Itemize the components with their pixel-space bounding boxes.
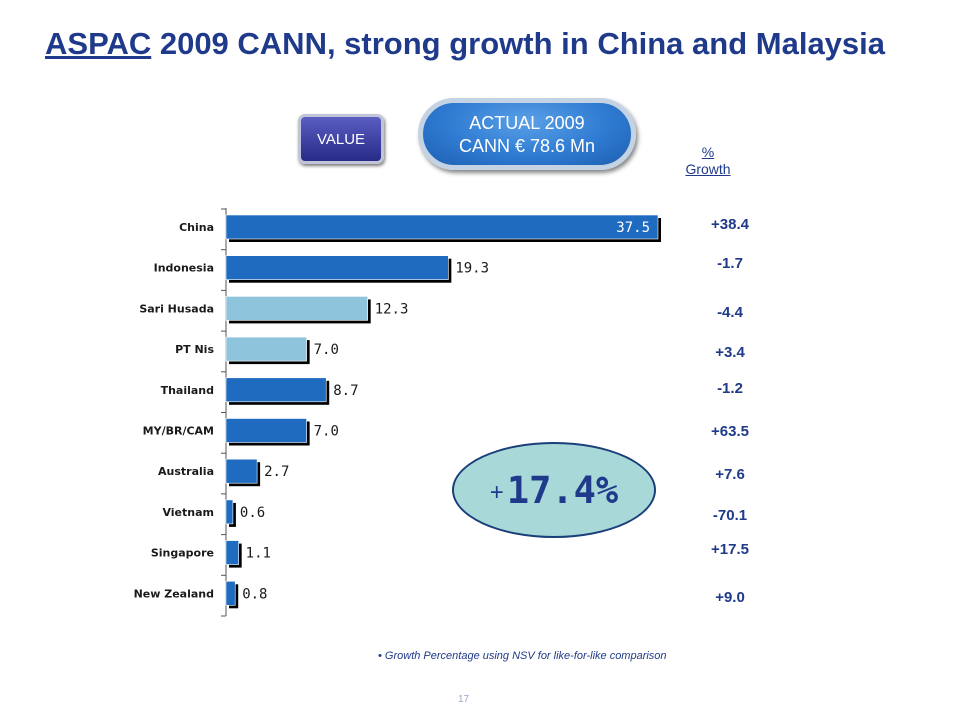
title-underlined: ASPAC <box>45 26 152 61</box>
total-growth-bubble: +17.4% <box>452 442 656 538</box>
actual-pill-line1: ACTUAL 2009 <box>469 113 585 133</box>
bar <box>225 336 307 362</box>
actual-pill-line2: CANN € 78.6 Mn <box>458 136 596 156</box>
bar <box>225 214 659 240</box>
total-growth-sign: + <box>489 478 504 506</box>
category-label: China <box>179 221 214 234</box>
value-label: 8.7 <box>333 383 358 399</box>
actual-cann-pill: ACTUAL 2009 CANN € 78.6 Mn <box>418 98 636 170</box>
growth-label: +17.5 <box>711 541 749 558</box>
growth-label: -4.4 <box>717 304 743 321</box>
growth-label: +63.5 <box>711 423 749 440</box>
category-label: Indonesia <box>154 262 214 275</box>
bar <box>225 580 236 606</box>
title-rest: 2009 CANN, strong growth in China and Ma… <box>151 26 886 61</box>
bar <box>225 418 307 443</box>
category-label: Australia <box>158 465 214 478</box>
value-label: 7.0 <box>314 424 339 440</box>
value-label: 0.6 <box>240 505 265 521</box>
page-title: ASPAC 2009 CANN, strong growth in China … <box>45 26 885 62</box>
bar <box>225 377 327 403</box>
growth-label: +38.4 <box>711 216 749 233</box>
growth-header-label: Growth <box>685 161 731 177</box>
bar <box>225 458 258 484</box>
growth-label: -1.7 <box>717 255 743 272</box>
bar <box>225 296 368 321</box>
value-label: 19.3 <box>455 261 489 277</box>
growth-header-symbol: % <box>701 144 715 160</box>
footnote: • Growth Percentage using NSV for like-f… <box>378 650 667 662</box>
category-label: New Zealand <box>134 587 214 600</box>
category-label: Sari Husada <box>139 302 214 315</box>
bar <box>225 540 239 565</box>
value-button[interactable]: VALUE <box>298 114 384 164</box>
growth-header: % Growth <box>668 144 748 178</box>
value-label: 12.3 <box>375 301 409 317</box>
bar <box>225 499 234 525</box>
value-label: 2.7 <box>264 464 289 480</box>
category-label: Singapore <box>151 547 214 560</box>
bar <box>225 255 449 280</box>
category-label: MY/BR/CAM <box>143 425 214 438</box>
value-label: 7.0 <box>314 342 339 358</box>
value-label: 1.1 <box>246 546 271 562</box>
growth-label: -70.1 <box>712 507 748 524</box>
growth-label: +7.6 <box>715 466 745 483</box>
category-label: Vietnam <box>162 506 214 519</box>
category-label: Thailand <box>161 384 214 397</box>
growth-label: -1.2 <box>717 380 743 397</box>
category-label: PT Nis <box>175 343 214 356</box>
value-label: 0.8 <box>242 586 267 602</box>
growth-label: +3.4 <box>715 344 745 361</box>
page-number: 17 <box>458 694 470 705</box>
value-label: 37.5 <box>616 220 650 236</box>
growth-label: +9.0 <box>715 589 745 606</box>
total-growth-value: 17.4% <box>506 468 619 512</box>
